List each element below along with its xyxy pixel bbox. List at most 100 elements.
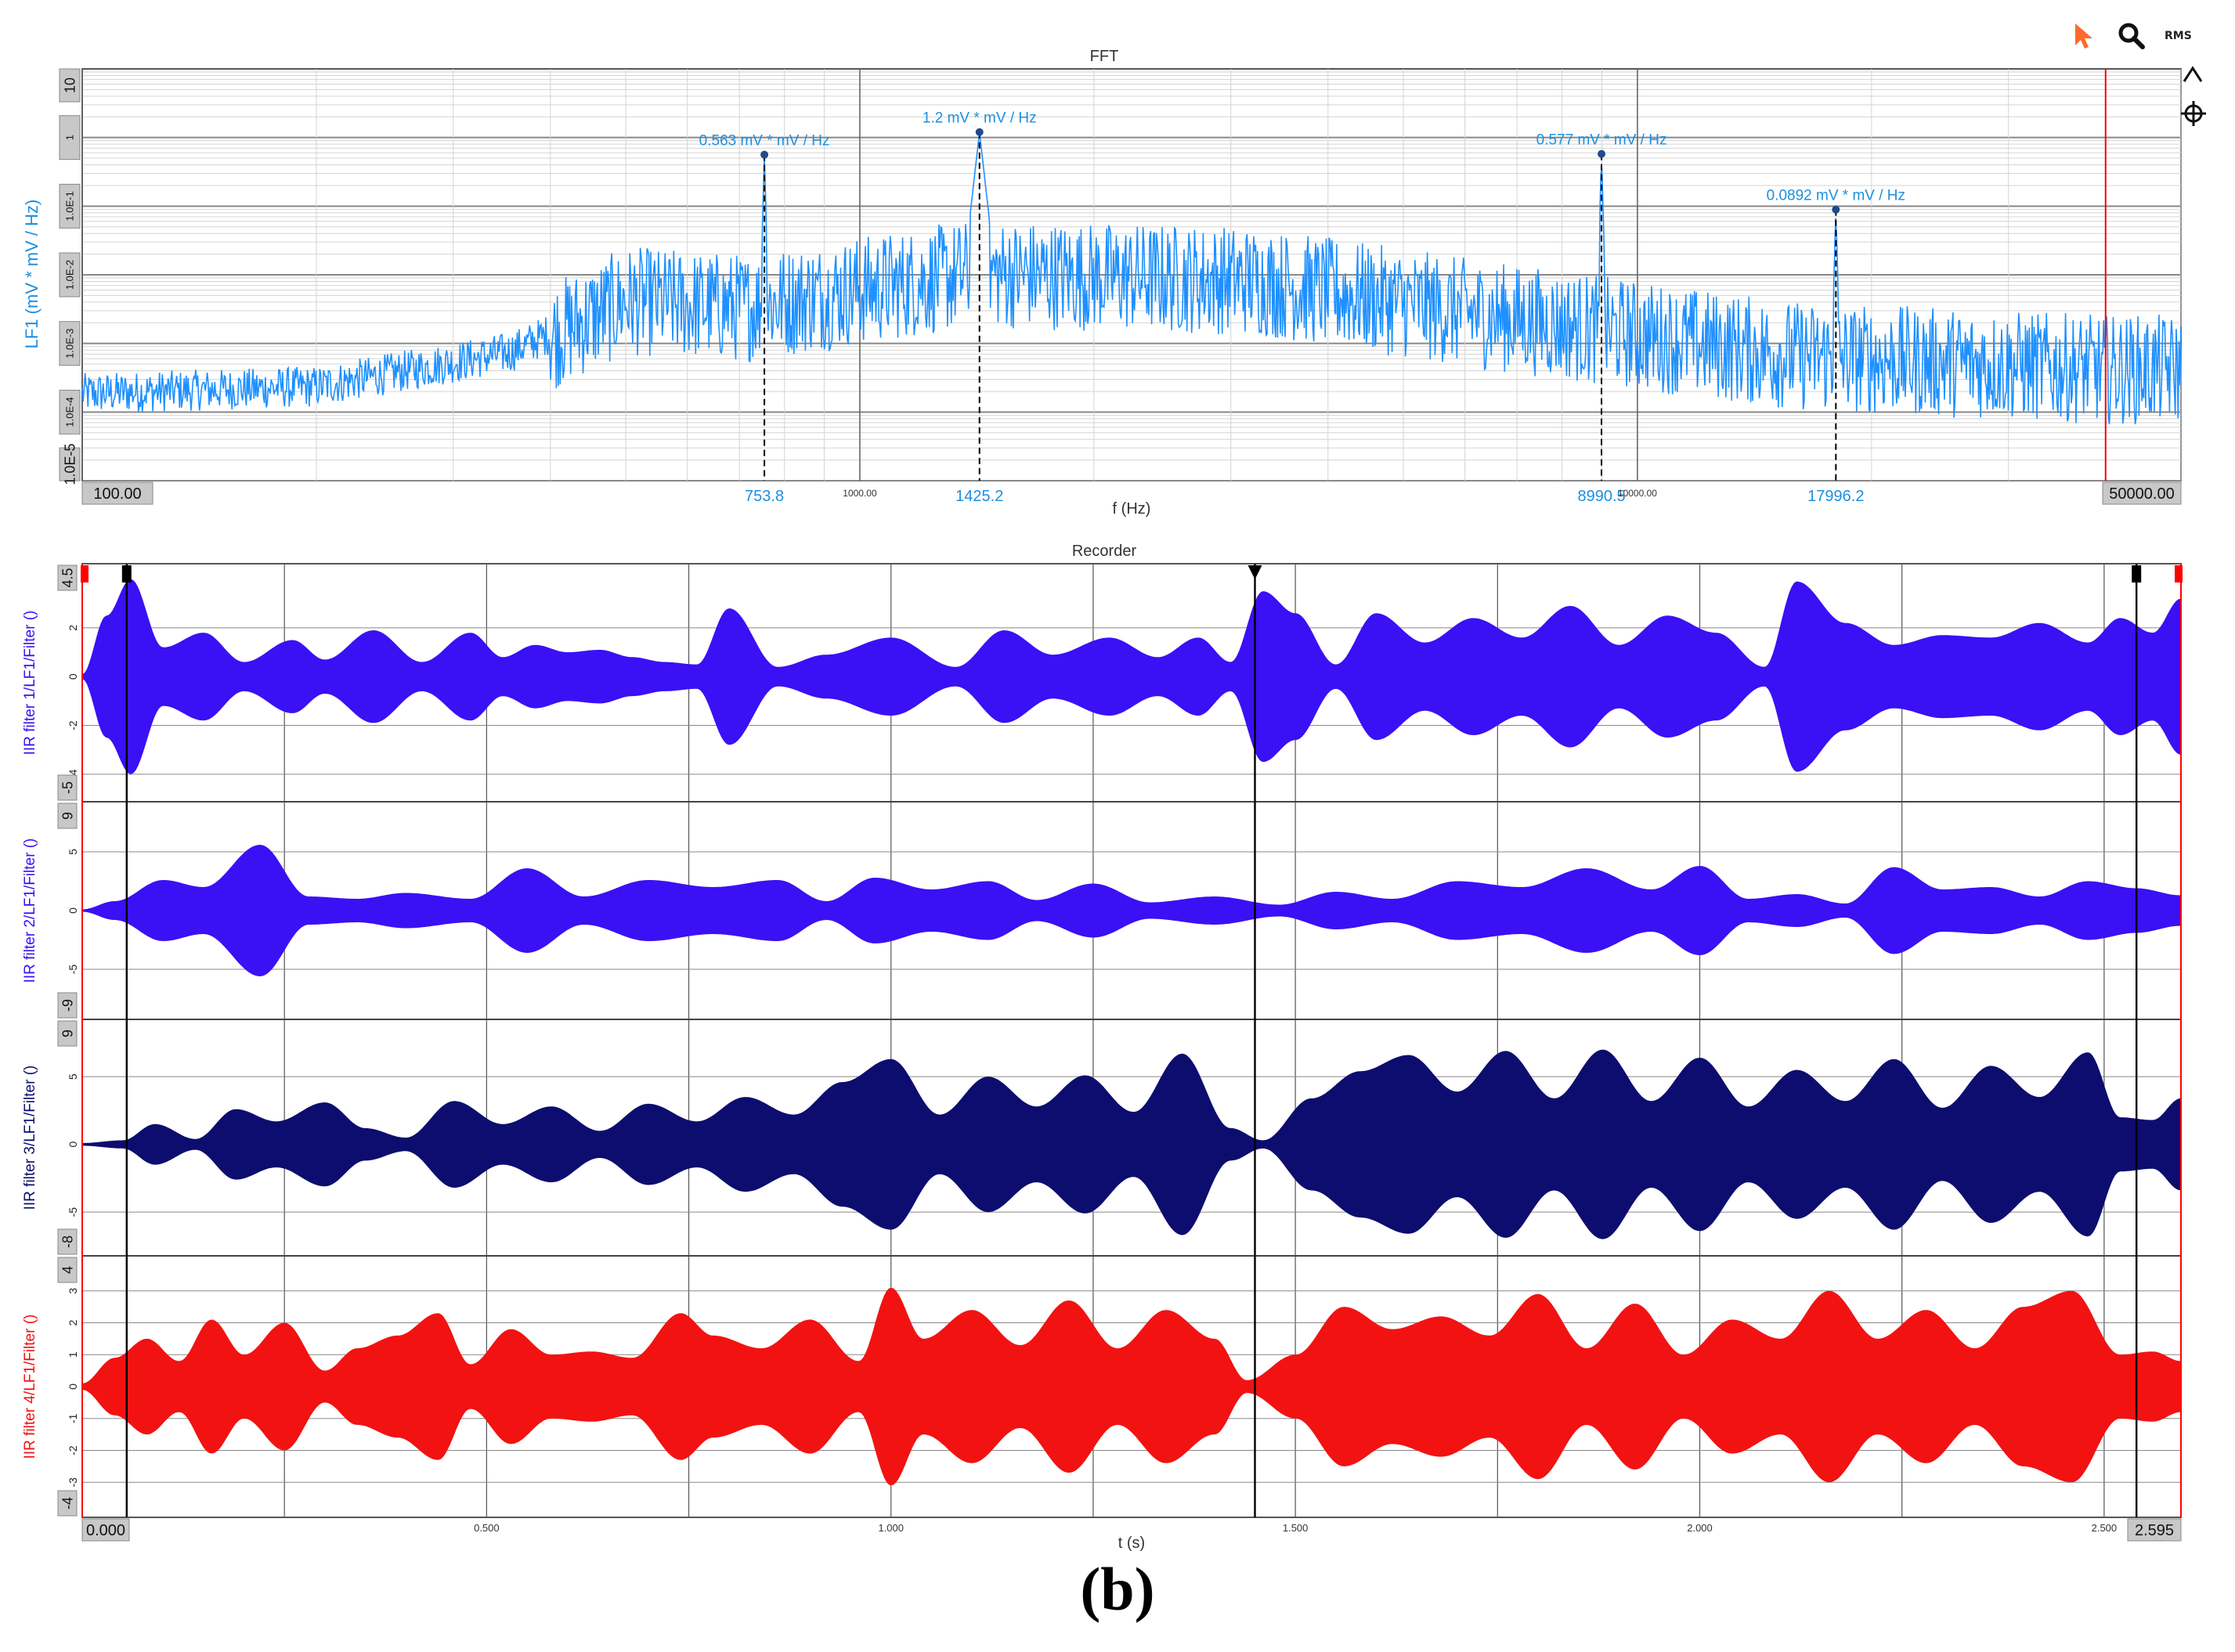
fft-y-axis-label: LF1 (mV * mV / Hz) <box>22 200 42 349</box>
recorder-y-min-label-text: -9 <box>60 999 75 1012</box>
recorder-y-min-label-bg <box>57 1228 78 1255</box>
recorder-y-tick-label: 3 <box>67 1288 79 1294</box>
fft-y-tick-label: 1.0E-1 <box>59 183 81 229</box>
fft-peak-marker <box>975 128 984 136</box>
fft-y-tick-label-text: 1.0E-5 <box>62 443 78 485</box>
recorder-y-tick-label: -5 <box>67 965 79 975</box>
toolbar: RMS <box>2039 16 2212 157</box>
recorder-channel-name: IIR filter 4/LF1/Filter () <box>22 1315 38 1459</box>
fft-y-tick-label: 1.0E-5 <box>59 443 81 485</box>
recorder-x-tick-label: 2.000 <box>1687 1522 1713 1534</box>
fft-y-tick-label-bg <box>59 389 81 435</box>
recorder-y-tick-label: -2 <box>67 720 79 730</box>
fft-y-tick-label: 1.0E-3 <box>59 321 81 366</box>
fft-y-tick-labels: 10 1 1.0E-1 1.0E-2 1.0E-3 1.0E-4 1.0E-5 <box>59 68 81 485</box>
fft-peak-marker <box>1598 150 1606 158</box>
fft-peak-value-label: 0.577 mV * mV / Hz <box>1536 132 1667 149</box>
recorder-y-min-label-bg <box>57 992 78 1019</box>
recorder-y-tick-label: 0 <box>67 673 79 680</box>
fft-peak-value-label: 0.563 mV * mV / Hz <box>699 133 830 150</box>
fft-peak-frequency-label: 1425.2 <box>955 488 1003 505</box>
crosshair-icon[interactable] <box>2180 100 2207 127</box>
fft-peak-value-label: 0.0892 mV * mV / Hz <box>1767 188 1905 204</box>
recorder-y-tick-label: 2 <box>67 625 79 631</box>
recorder-y-max-label: 9 <box>57 803 78 829</box>
fft-y-tick-label: 10 <box>59 68 81 103</box>
fft-y-tick-label-text: 10 <box>62 78 78 93</box>
recorder-cursor-handle-icon[interactable] <box>1247 565 1262 579</box>
recorder-y-max-label-bg <box>57 1257 78 1283</box>
fft-y-tick-label-text: 1.0E-3 <box>64 329 76 359</box>
recorder-y-tick-label: -1 <box>67 1413 79 1423</box>
rms-button[interactable]: RMS <box>2165 30 2192 42</box>
recorder-x-min-label-text: 0.000 <box>86 1522 125 1539</box>
pointer-arrow-icon[interactable] <box>2072 22 2096 50</box>
fft-x-min-label-text: 100.00 <box>93 485 141 503</box>
recorder-y-min-label-text: -4 <box>60 1497 75 1510</box>
fft-peak-marker <box>760 150 769 159</box>
recorder-y-min-label-text: -8 <box>60 1235 75 1248</box>
fft-x-decade-label: 1000.00 <box>843 488 877 499</box>
recorder-y-max-label: 4 <box>57 1257 78 1283</box>
fft-peak-marker <box>1832 205 1840 214</box>
fft-y-tick-label-text: 1 <box>64 135 76 140</box>
recorder-x-max-label-bg <box>2127 1518 2182 1542</box>
fft-peak-frequency-label: 17996.2 <box>1807 488 1864 505</box>
fft-peak-frequency-label: 8990.5 <box>1577 488 1625 505</box>
recorder-y-min-label: -4 <box>57 1490 78 1517</box>
fft-x-min-label: 100.00 <box>81 482 153 505</box>
recorder-y-max-label: 4.5 <box>57 564 78 591</box>
recorder-x-tick-label: 1.000 <box>878 1522 904 1534</box>
fft-peak-markers: 0.563 mV * mV / Hz 753.8 1.2 mV * mV / Hz 1… <box>699 110 1905 505</box>
recorder-panel: Recorder 2 0 -2 -4 4.5 -5 IIR filter 1/LF1/Fil… <box>22 543 2183 1552</box>
chevron-up-icon[interactable] <box>2182 64 2204 86</box>
recorder-cursor-handle-icon[interactable] <box>121 565 132 583</box>
recorder-y-max-label-text: 9 <box>60 812 75 820</box>
recorder-x-tick-label: 2.500 <box>2092 1522 2118 1534</box>
recorder-y-max-label-text: 9 <box>60 1030 75 1037</box>
recorder-y-tick-label: 2 <box>67 1319 79 1326</box>
fft-y-tick-label-bg <box>59 68 81 103</box>
recorder-cursors <box>81 564 2183 1517</box>
fft-x-max-label-bg <box>2102 482 2182 505</box>
recorder-y-min-label-text: -5 <box>60 781 75 794</box>
fft-y-tick-label-text: 1.0E-4 <box>64 397 76 427</box>
fft-y-tick-label-bg <box>59 115 81 161</box>
recorder-y-min-label: -5 <box>57 774 78 801</box>
recorder-x-tick-label: 0.500 <box>474 1522 500 1534</box>
recorder-x-axis-label: t (s) <box>1118 1535 1145 1552</box>
recorder-y-max-label-text: 4 <box>60 1266 75 1274</box>
recorder-x-min-label-bg <box>81 1518 130 1542</box>
fft-peak-value-label: 1.2 mV * mV / Hz <box>923 110 1037 127</box>
fft-y-tick-label-bg <box>59 183 81 229</box>
fft-title: FFT <box>1090 48 1119 65</box>
recorder-x-max-label: 2.595 <box>2127 1518 2182 1542</box>
recorder-y-max-label-bg <box>57 564 78 591</box>
recorder-channels: 2 0 -2 -4 4.5 -5 IIR filter 1/LF1/Filter () 5 0 -… <box>22 564 2181 1517</box>
recorder-y-tick-label: 0 <box>67 1142 79 1148</box>
recorder-y-min-label-bg <box>57 774 78 801</box>
recorder-x-min-label: 0.000 <box>81 1518 130 1542</box>
recorder-y-min-label: -9 <box>57 992 78 1019</box>
recorder-channel-name: IIR filter 2/LF1/Filter () <box>22 839 38 983</box>
figure-caption: (b) <box>1080 1555 1155 1623</box>
recorder-y-tick-label: 5 <box>67 1073 79 1080</box>
recorder-cursor-handle-icon[interactable] <box>2132 565 2142 583</box>
recorder-y-tick-label: -3 <box>67 1477 79 1488</box>
fft-y-tick-label: 1 <box>59 115 81 161</box>
recorder-x-max-label-text: 2.595 <box>2135 1522 2174 1539</box>
fft-y-tick-label-text: 1.0E-2 <box>64 260 76 290</box>
fft-panel: FFT 10 1 1.0E-1 1.0E-2 1.0E-3 1.0E-4 1.0E-5 LF… <box>22 48 2182 518</box>
fft-y-tick-label-bg <box>59 252 81 298</box>
recorder-y-tick-label: -5 <box>67 1207 79 1217</box>
recorder-y-tick-label: -2 <box>67 1445 79 1455</box>
fft-x-max-label-text: 50000.00 <box>2109 485 2174 503</box>
recorder-y-max-label-text: 4.5 <box>60 568 75 587</box>
recorder-title: Recorder <box>1072 543 1137 560</box>
fft-peak-frequency-label: 753.8 <box>745 488 784 505</box>
recorder-y-tick-label: 0 <box>67 907 79 914</box>
fft-x-min-label-bg <box>81 482 153 505</box>
recorder-y-max-label-bg <box>57 1020 78 1047</box>
search-icon[interactable] <box>2118 22 2146 50</box>
